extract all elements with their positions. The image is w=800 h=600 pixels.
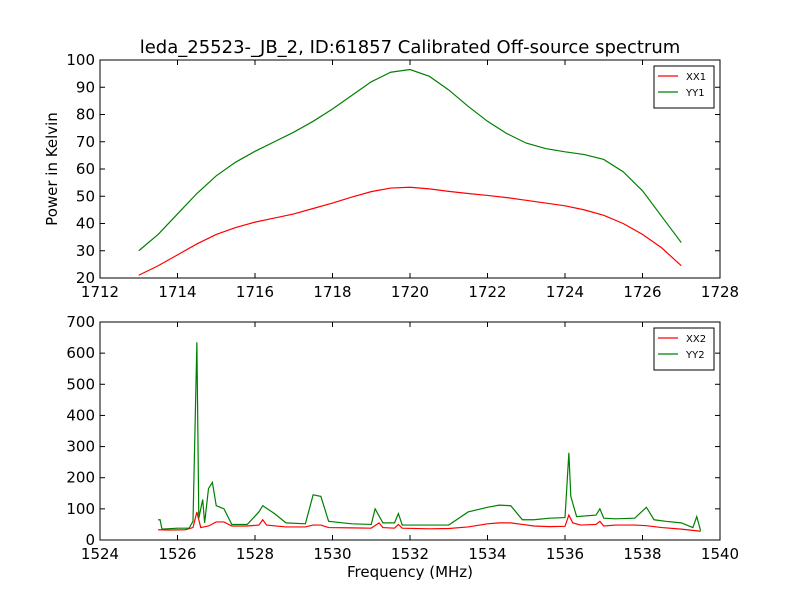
series-line-xx2 bbox=[158, 511, 701, 532]
series-line-yy2 bbox=[158, 342, 702, 531]
legend-box bbox=[653, 65, 715, 109]
y-tick-label: 80 bbox=[76, 106, 95, 124]
legend-box bbox=[653, 327, 715, 371]
x-tick-label: 1724 bbox=[546, 283, 584, 301]
y-tick-label: 700 bbox=[66, 313, 95, 331]
y-tick-label: 90 bbox=[76, 78, 95, 96]
x-tick-label: 1726 bbox=[623, 283, 661, 301]
x-tick-label: 1530 bbox=[313, 545, 351, 563]
x-tick-label: 1536 bbox=[546, 545, 584, 563]
y-tick-label: 30 bbox=[76, 242, 95, 260]
x-tick-label: 1538 bbox=[623, 545, 661, 563]
series-line-xx1 bbox=[138, 186, 682, 276]
x-tick-label: 1714 bbox=[158, 283, 196, 301]
x-tick-label: 1526 bbox=[158, 545, 196, 563]
legend-label-xx1: XX1 bbox=[686, 72, 706, 83]
y-tick-label: 60 bbox=[76, 160, 95, 178]
y-tick-label: 40 bbox=[76, 215, 95, 233]
x-tick-label: 1722 bbox=[468, 283, 506, 301]
y-tick-label: 0 bbox=[85, 531, 95, 549]
x-tick-label: 1720 bbox=[391, 283, 429, 301]
bottom-spectrum-panel: 1524 1526 1528 1530 1532 1534 1536 1538 1540 0 100… bbox=[66, 313, 739, 581]
x-tick-label: 1712 bbox=[81, 283, 119, 301]
y-tick-label: 500 bbox=[66, 375, 95, 393]
y-tick-label: 300 bbox=[66, 438, 95, 456]
x-tick-label: 1534 bbox=[468, 545, 506, 563]
x-tick-label: 1524 bbox=[81, 545, 119, 563]
chart-title: leda_25523-_JB_2, ID:61857 Calibrated Of… bbox=[140, 37, 681, 58]
x-tick-label: 1528 bbox=[236, 545, 274, 563]
x-tick-label: 1540 bbox=[701, 545, 739, 563]
legend-label-yy1: YY1 bbox=[685, 88, 705, 99]
series-line-yy1 bbox=[138, 68, 682, 252]
y-tick-label: 100 bbox=[66, 500, 95, 518]
x-tick-label: 1718 bbox=[313, 283, 351, 301]
x-tick-label: 1532 bbox=[391, 545, 429, 563]
legend-label-xx2: XX2 bbox=[686, 334, 706, 345]
y-tick-label: 200 bbox=[66, 469, 95, 487]
y-tick-label: 70 bbox=[76, 133, 95, 151]
x-tick-label: 1716 bbox=[236, 283, 274, 301]
y-tick-label: 600 bbox=[66, 344, 95, 362]
y-axis-label: Power in Kelvin bbox=[43, 112, 61, 226]
y-tick-label: 100 bbox=[66, 51, 95, 69]
legend-label-yy2: YY2 bbox=[685, 350, 705, 361]
y-tick-label: 50 bbox=[76, 187, 95, 205]
top-spectrum-panel: 1712 1714 1716 1718 1720 1722 1724 1726 1728 20 30… bbox=[43, 51, 739, 301]
x-axis-label: Frequency (MHz) bbox=[347, 563, 473, 581]
x-tick-label: 1728 bbox=[701, 283, 739, 301]
y-tick-label: 20 bbox=[76, 269, 95, 287]
y-tick-label: 400 bbox=[66, 406, 95, 424]
